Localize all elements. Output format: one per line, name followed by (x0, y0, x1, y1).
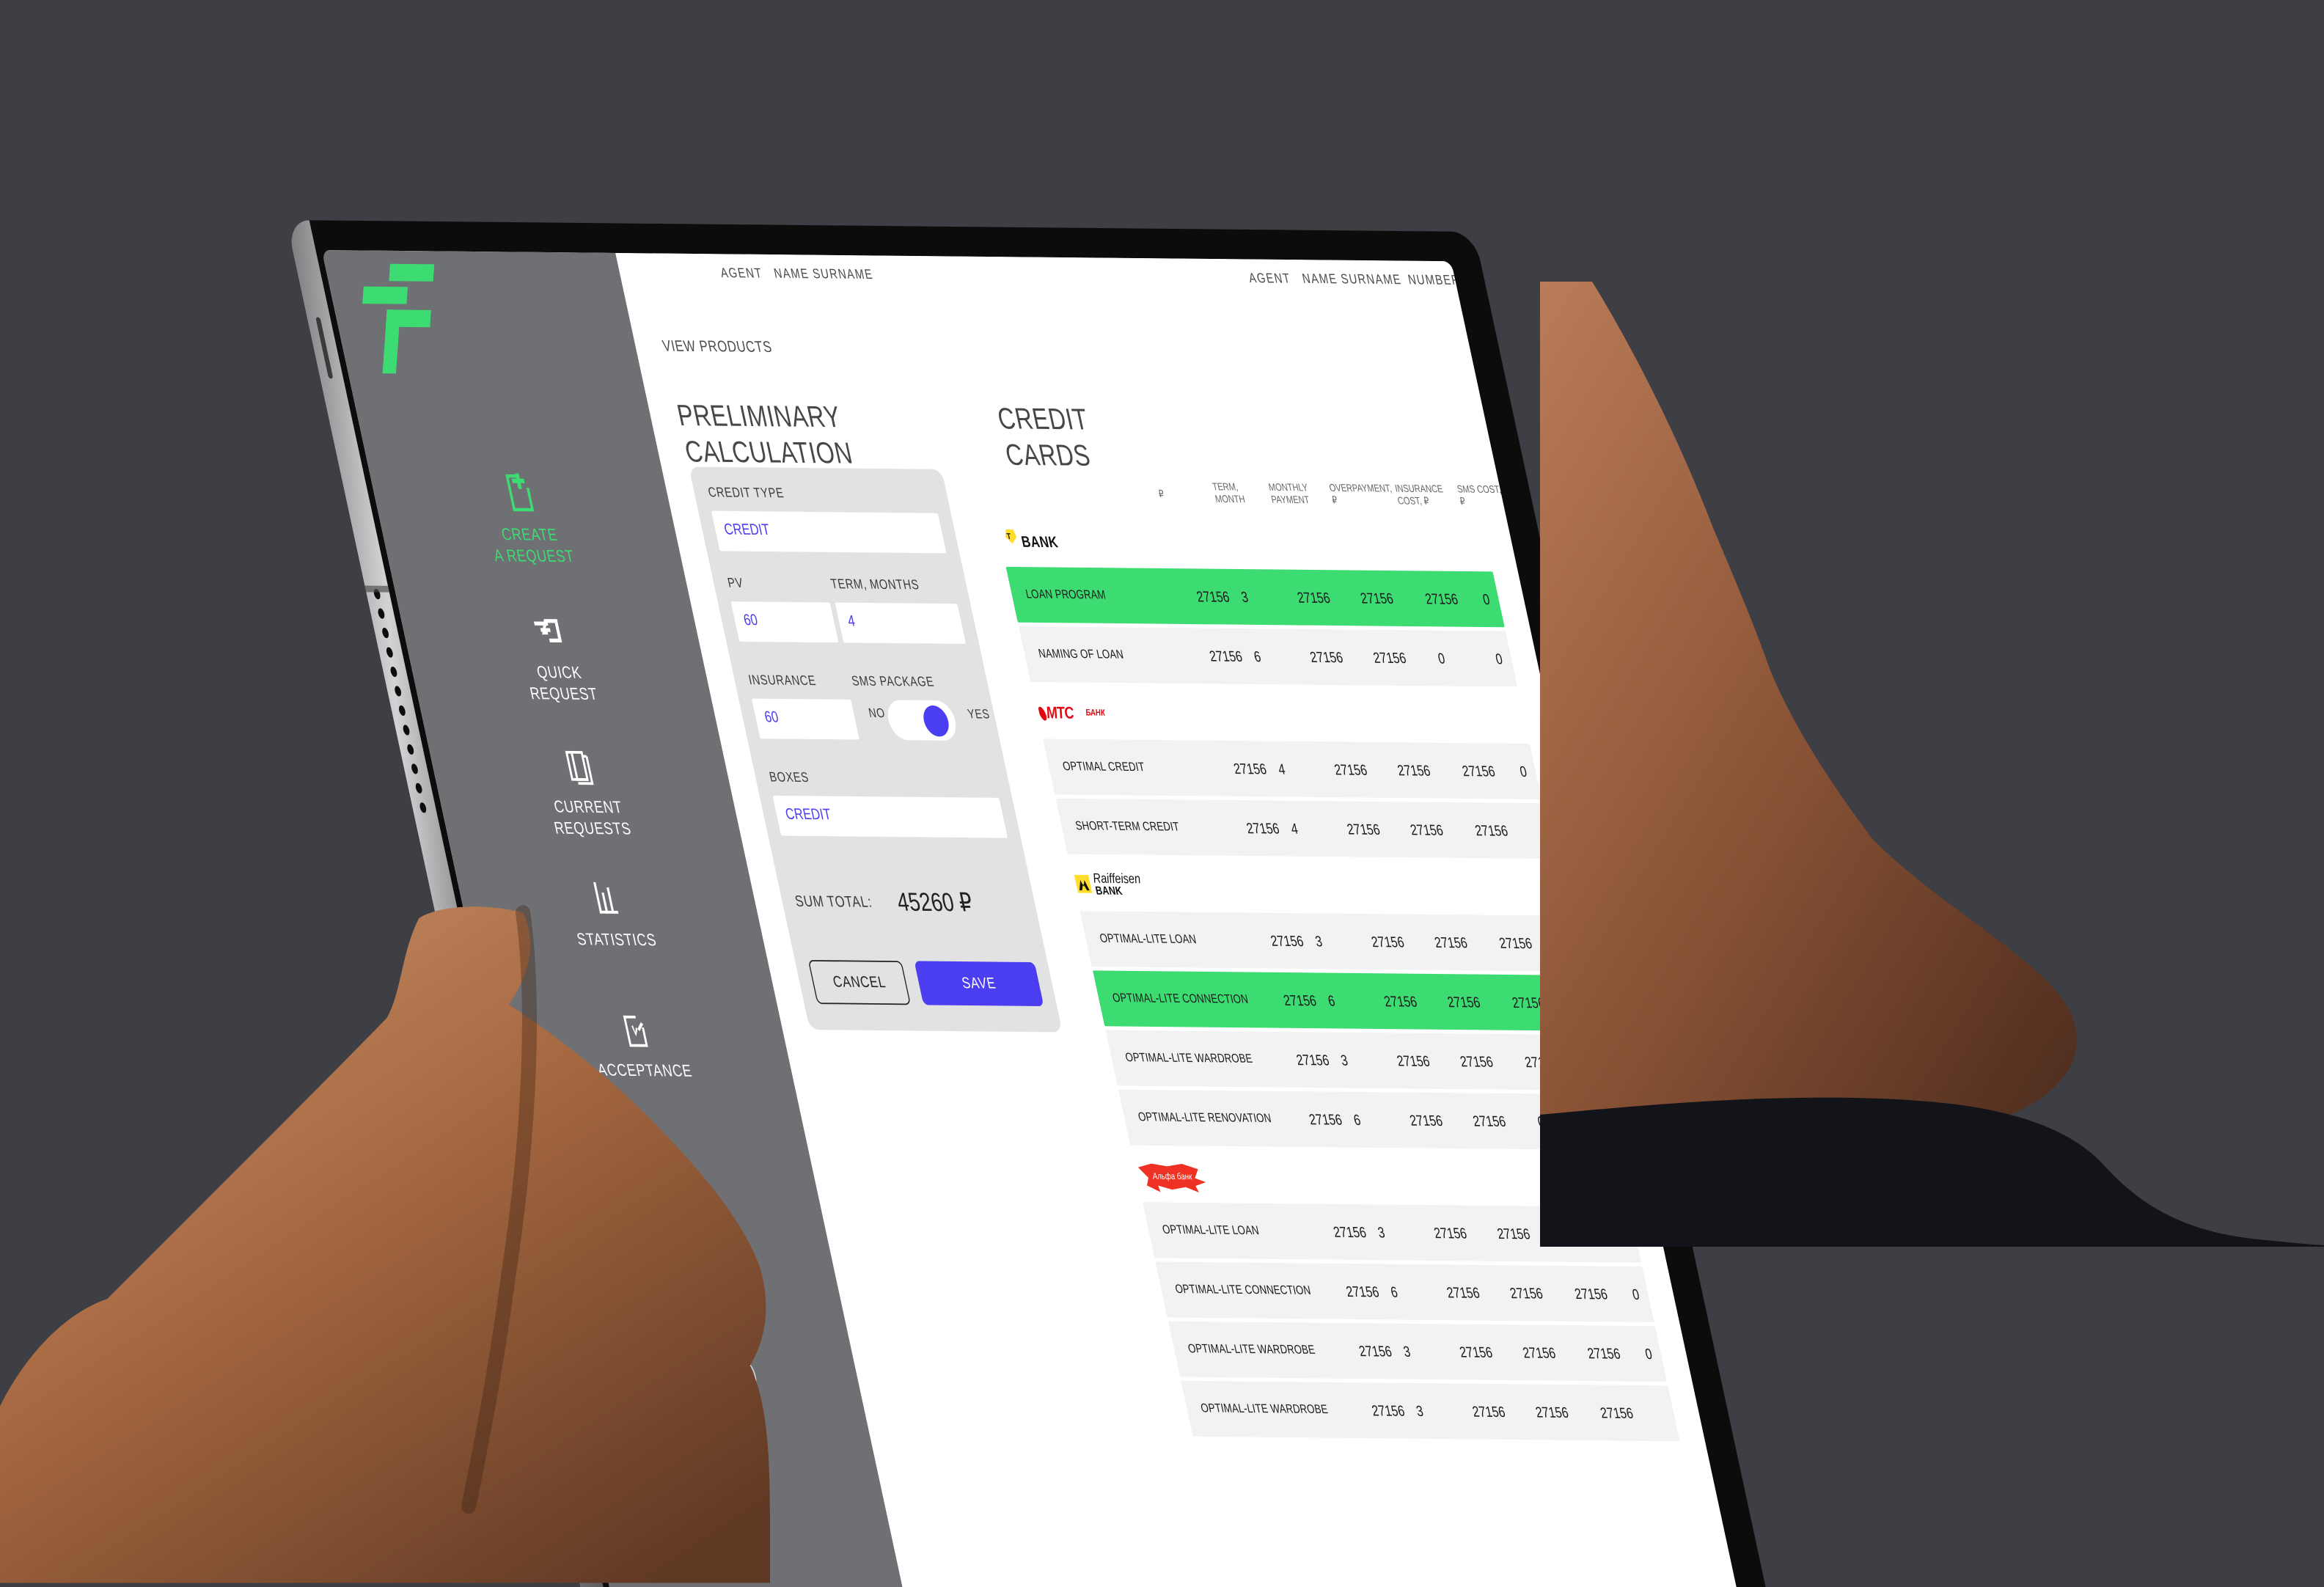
svg-text:Альфа банк: Альфа банк (1151, 1172, 1194, 1182)
